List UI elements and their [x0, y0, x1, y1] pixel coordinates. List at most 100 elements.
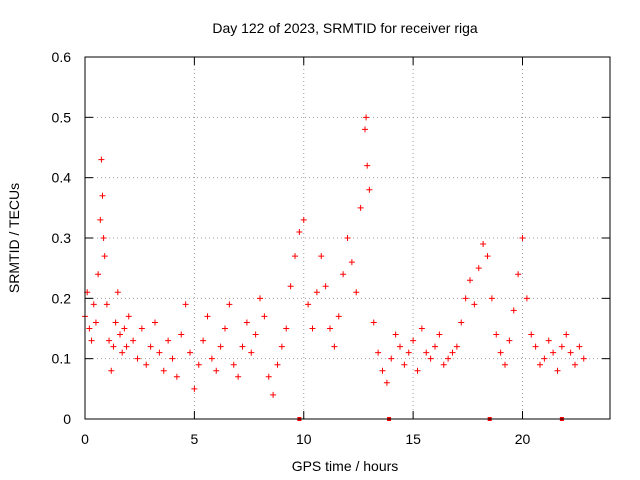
data-point [327, 325, 333, 332]
data-point [348, 259, 355, 266]
data-point [519, 235, 526, 241]
data-point [471, 301, 478, 308]
data-point [331, 343, 338, 350]
y-tick-label: 0.1 [52, 351, 72, 367]
data-point [313, 289, 320, 296]
y-tick-label: 0.3 [52, 230, 72, 246]
data-point [257, 295, 263, 302]
data-point [423, 349, 430, 356]
data-point [112, 319, 119, 326]
data-point [274, 361, 281, 368]
data-point [187, 349, 193, 356]
data-point [305, 301, 312, 308]
data-point [427, 355, 434, 362]
data-point [200, 337, 207, 344]
y-axis-label: SRMTID / TECUs [6, 183, 22, 293]
data-point [388, 355, 395, 362]
data-point [510, 307, 517, 314]
data-point [537, 361, 543, 368]
data-point [110, 343, 117, 350]
data-point [484, 253, 491, 260]
data-point [370, 319, 377, 326]
data-point [550, 349, 557, 356]
data-point [572, 361, 578, 368]
data-point [243, 319, 250, 326]
data-point [182, 301, 189, 308]
data-point [558, 343, 565, 350]
data-point [363, 114, 370, 121]
data-point [123, 343, 130, 350]
data-point [138, 325, 145, 332]
data-point [117, 331, 123, 338]
y-tick-label: 0.6 [52, 49, 72, 65]
data-point [497, 349, 504, 356]
data-point [392, 331, 399, 338]
y-tick-label: 0.5 [52, 109, 72, 125]
data-point [100, 235, 107, 241]
data-point [86, 325, 93, 332]
data-point [567, 349, 574, 356]
x-tick-label: 15 [405, 431, 421, 447]
data-point [90, 301, 97, 308]
data-point [532, 343, 539, 350]
data-point [173, 373, 180, 380]
data-point [217, 343, 224, 350]
data-point [235, 373, 242, 380]
data-point [379, 367, 386, 374]
data-point [195, 361, 202, 368]
data-point [436, 331, 443, 338]
x-tick-label: 20 [515, 431, 531, 447]
data-point [287, 283, 294, 290]
data-point [410, 337, 417, 344]
data-point [344, 235, 351, 241]
data-point [357, 204, 364, 211]
data-point [152, 319, 158, 326]
data-point [283, 325, 290, 332]
data-point [222, 325, 228, 332]
data-point [366, 186, 373, 193]
data-point [364, 162, 371, 169]
x-tick-label: 5 [190, 431, 198, 447]
data-point [523, 295, 530, 302]
data-point [208, 355, 215, 362]
data-point [292, 253, 298, 260]
data-point [309, 325, 316, 332]
data-point [270, 391, 277, 398]
data-point [169, 355, 176, 362]
data-point [493, 331, 500, 338]
data-points [82, 114, 587, 398]
data-point [515, 271, 522, 278]
data-point [97, 216, 104, 223]
data-point [278, 343, 285, 350]
data-point [265, 373, 272, 380]
data-point [230, 361, 237, 368]
data-point [322, 283, 329, 290]
data-point [432, 343, 438, 350]
data-point [502, 361, 508, 368]
data-point [114, 289, 121, 296]
data-point [414, 367, 421, 374]
data-point [545, 337, 552, 344]
data-point [440, 361, 447, 368]
data-point [318, 253, 325, 260]
data-point [226, 301, 233, 308]
data-point [121, 325, 128, 332]
data-point [106, 337, 113, 344]
data-point [353, 289, 360, 296]
data-point [248, 349, 255, 356]
data-point [458, 319, 465, 326]
data-point [130, 337, 137, 344]
data-point [261, 313, 268, 320]
x-tick-label: 10 [296, 431, 312, 447]
data-point [335, 313, 342, 320]
data-point [156, 349, 163, 356]
data-point [98, 156, 105, 163]
data-point [462, 295, 469, 302]
data-point [95, 271, 102, 278]
data-point [101, 253, 108, 260]
data-point [300, 216, 307, 223]
data-point [554, 367, 561, 374]
data-point [580, 355, 587, 362]
y-tick-label: 0.2 [52, 290, 72, 306]
